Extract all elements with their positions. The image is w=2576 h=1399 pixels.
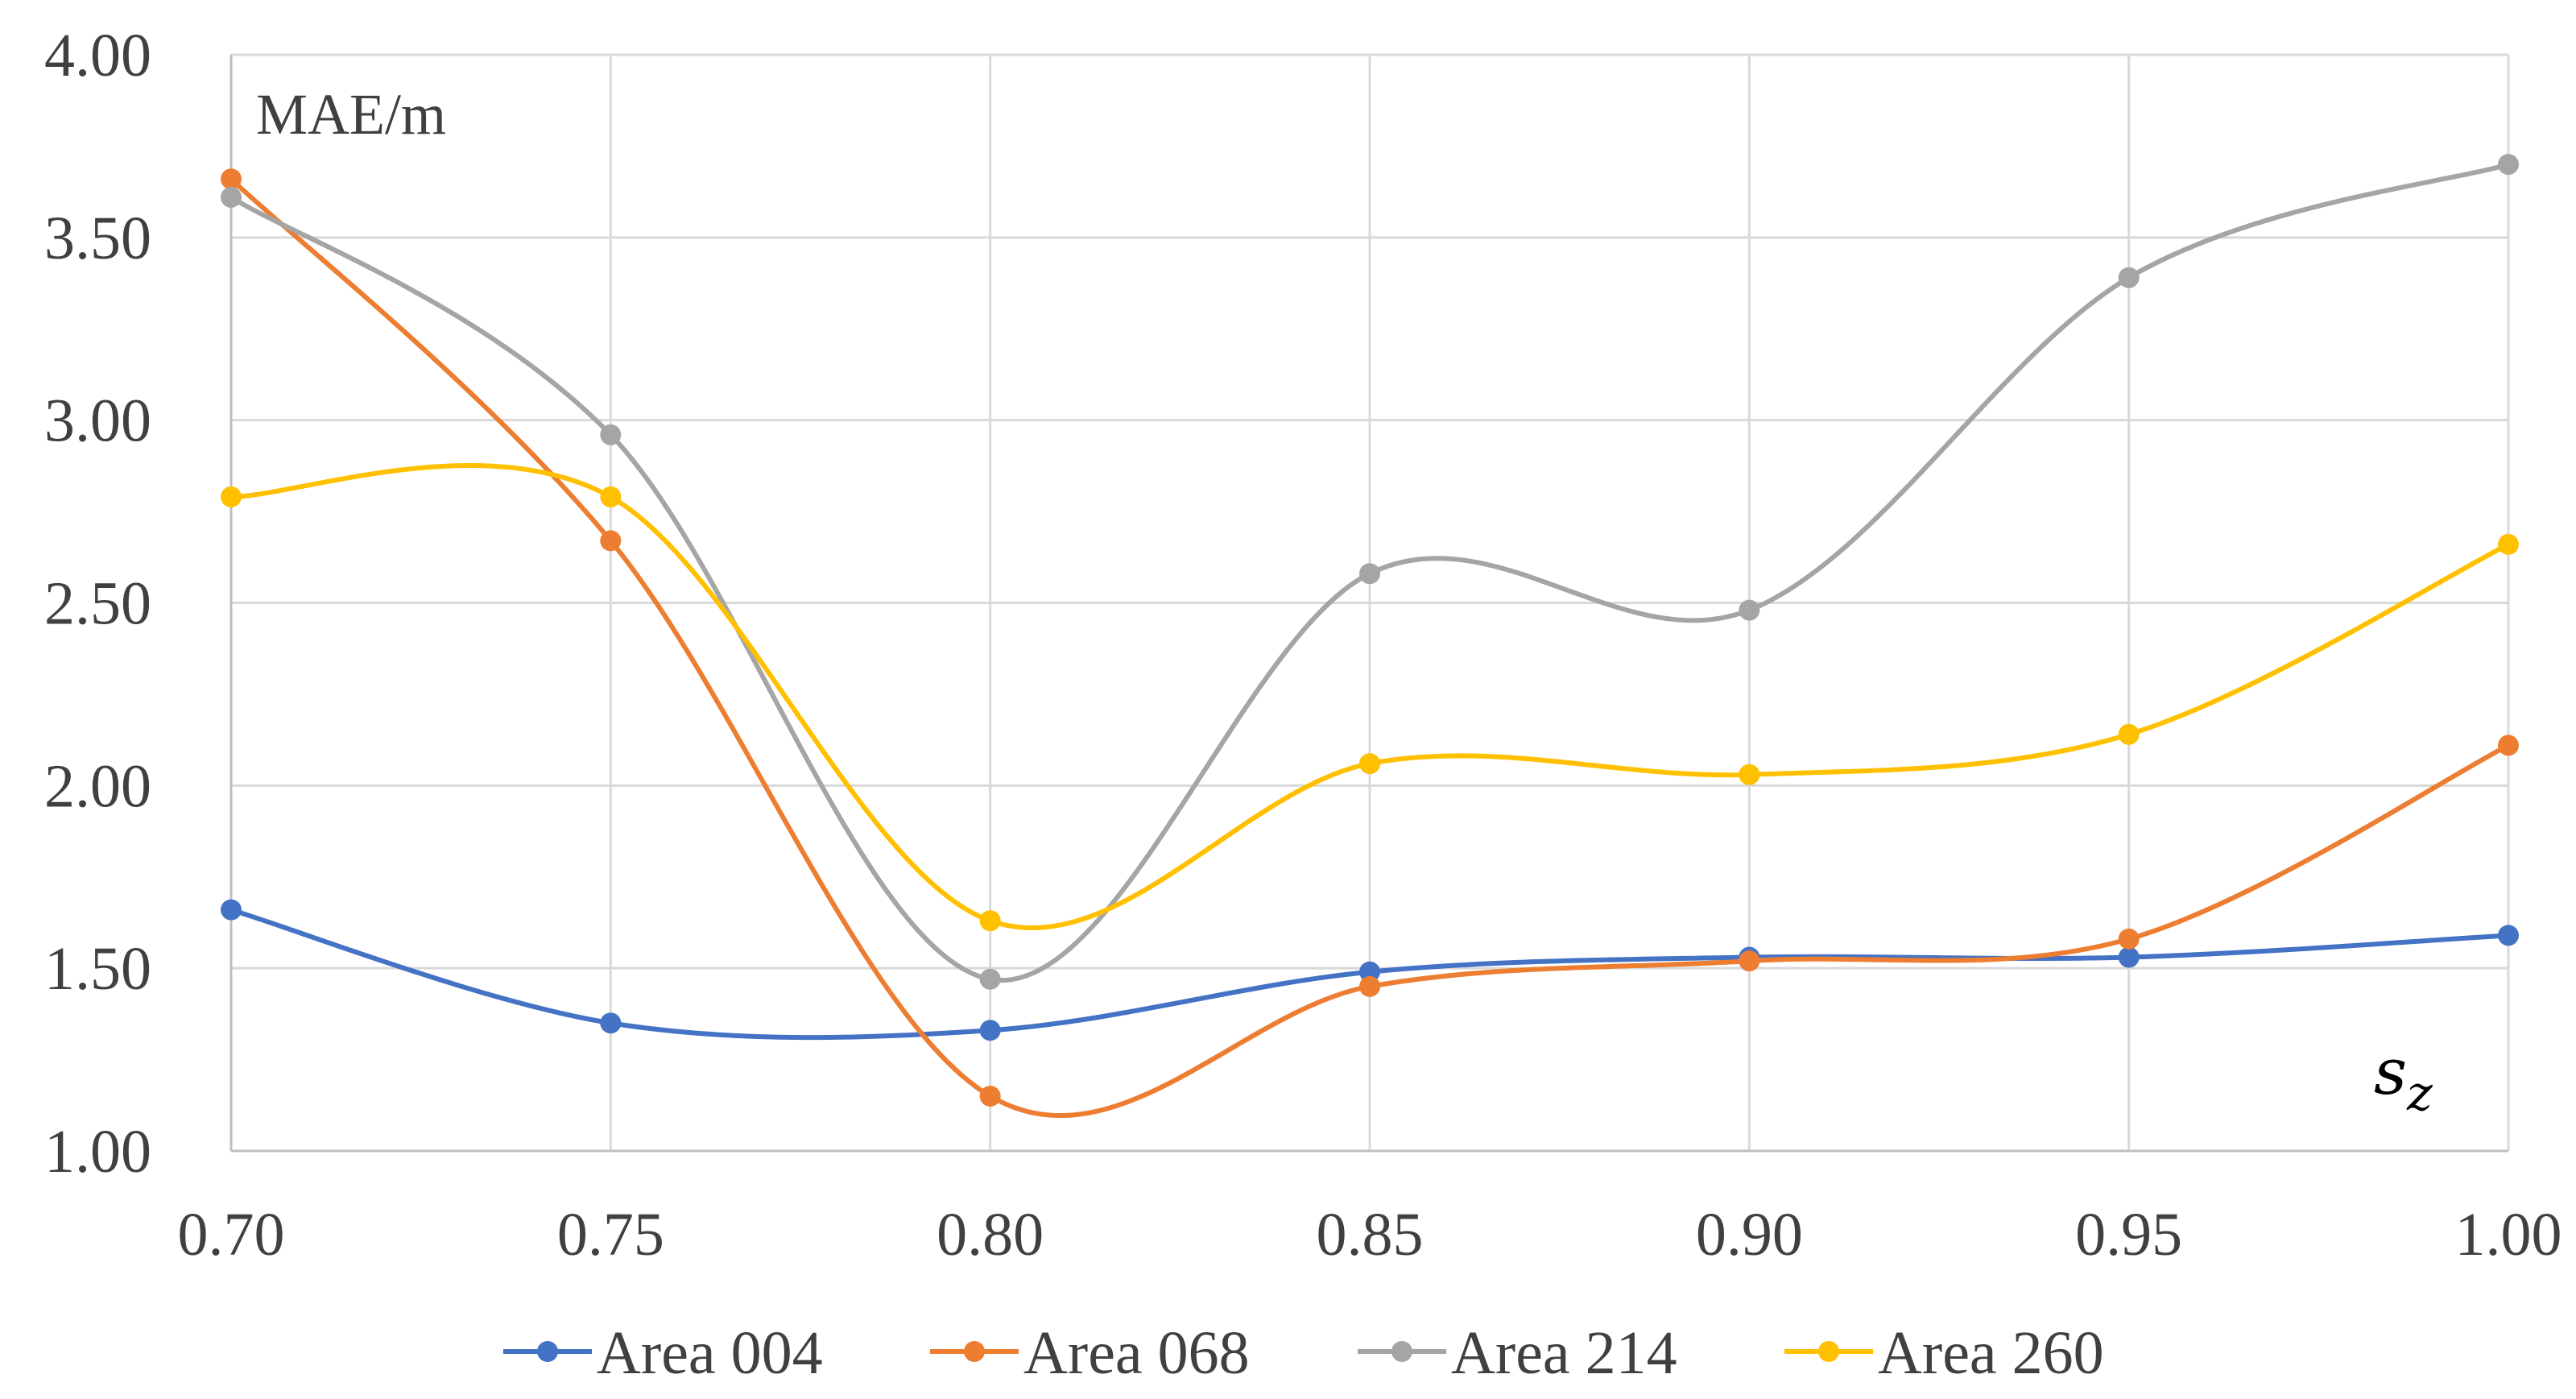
legend-label: Area 004 — [597, 1319, 823, 1387]
x-tick-label: 0.70 — [178, 1201, 285, 1269]
y-tick-label: 3.50 — [44, 205, 151, 272]
legend-item-area-214[interactable]: Area 214 — [1358, 1319, 1677, 1387]
x-tick-label: 0.75 — [557, 1201, 664, 1269]
legend-swatch-marker — [537, 1341, 558, 1362]
data-point-area-260 — [1359, 753, 1380, 775]
data-point-area-004 — [2118, 946, 2140, 968]
x-tick-label: 0.95 — [2075, 1201, 2182, 1269]
data-point-area-004 — [979, 1020, 1001, 1041]
legend-label: Area 068 — [1023, 1319, 1250, 1387]
data-point-area-004 — [1359, 961, 1380, 983]
data-point-area-068 — [221, 168, 242, 190]
legend-swatch-marker — [1818, 1341, 1839, 1362]
y-tick-label: 4.00 — [44, 22, 151, 89]
data-point-area-214 — [1739, 599, 1760, 621]
legend-item-area-004[interactable]: Area 004 — [503, 1319, 823, 1387]
data-point-area-260 — [2118, 723, 2140, 745]
series-points — [221, 154, 2519, 1107]
legend[interactable]: Area 004 Area 068 Area 214 Area 260 — [503, 1319, 2104, 1387]
data-point-area-214 — [2498, 154, 2519, 176]
data-point-area-260 — [979, 910, 1001, 932]
legend-item-area-068[interactable]: Area 068 — [930, 1319, 1250, 1387]
data-point-area-068 — [1359, 975, 1380, 997]
legend-label: Area 214 — [1451, 1319, 1677, 1387]
data-point-area-260 — [600, 486, 622, 507]
data-point-area-068 — [600, 530, 622, 552]
y-tick-label: 1.00 — [44, 1118, 151, 1186]
y-axis-label: MAE/m — [256, 82, 446, 147]
legend-swatch-marker — [964, 1341, 985, 1362]
legend-label: Area 260 — [1878, 1319, 2104, 1387]
data-point-area-214 — [979, 968, 1001, 990]
data-point-area-214 — [600, 424, 622, 445]
y-tick-label: 1.50 — [44, 935, 151, 1003]
x-tick-label: 0.85 — [1317, 1201, 1424, 1269]
data-point-area-068 — [979, 1085, 1001, 1107]
data-point-area-214 — [221, 186, 242, 208]
data-point-area-068 — [2498, 735, 2519, 756]
x-tick-label: 0.80 — [937, 1201, 1044, 1269]
gridlines — [229, 53, 2510, 1153]
data-point-area-004 — [221, 899, 242, 921]
x-axis-label-main: s — [2374, 1034, 2407, 1109]
x-tick-labels: 0.70 0.75 0.80 0.85 0.90 0.95 1.00 — [178, 1201, 2562, 1269]
data-point-area-004 — [2498, 925, 2519, 946]
data-point-area-068 — [1739, 950, 1760, 972]
x-axis-label-subscript: z — [2406, 1066, 2433, 1122]
y-tick-label: 2.50 — [44, 570, 151, 638]
y-tick-labels: 1.00 1.50 2.00 2.50 3.00 3.50 4.00 — [44, 22, 151, 1186]
axes — [229, 55, 2508, 1153]
data-point-area-214 — [2118, 267, 2140, 288]
x-axis-label: sz — [2374, 1034, 2433, 1122]
data-point-area-260 — [2498, 533, 2519, 555]
y-tick-label: 2.00 — [44, 752, 151, 820]
legend-item-area-260[interactable]: Area 260 — [1784, 1319, 2104, 1387]
data-point-area-260 — [1739, 764, 1760, 785]
data-point-area-004 — [600, 1012, 622, 1034]
data-point-area-068 — [2118, 928, 2140, 950]
x-tick-label: 0.90 — [1696, 1201, 1803, 1269]
data-point-area-214 — [1359, 563, 1380, 585]
series-line-area-214 — [229, 162, 2511, 983]
data-point-area-260 — [221, 486, 242, 507]
y-tick-label: 3.00 — [44, 387, 151, 455]
x-tick-label: 1.00 — [2455, 1201, 2562, 1269]
legend-swatch-marker — [1391, 1341, 1412, 1362]
